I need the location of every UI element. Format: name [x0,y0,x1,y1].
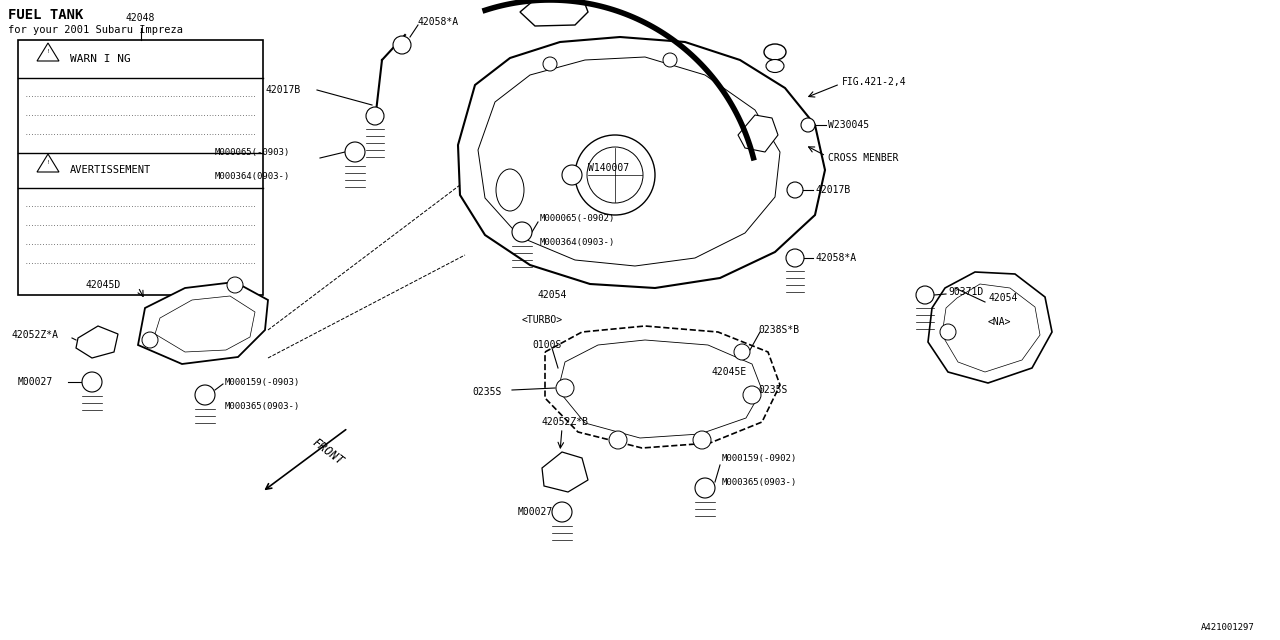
Text: 42058*A: 42058*A [815,253,856,263]
Text: 42052Z*B: 42052Z*B [541,417,589,427]
Circle shape [663,53,677,67]
Circle shape [695,478,716,498]
Polygon shape [545,326,780,448]
Text: 42048: 42048 [125,13,155,23]
Bar [18,40,262,295]
Text: M000159(-0903): M000159(-0903) [225,378,301,387]
Text: !: ! [46,161,50,166]
Text: 42058*A: 42058*A [419,17,460,27]
Text: 42017B: 42017B [815,185,850,195]
Text: 42017B: 42017B [265,85,301,95]
Circle shape [742,386,762,404]
Text: 0235S: 0235S [472,387,502,397]
Polygon shape [37,43,59,61]
Text: M00027: M00027 [518,507,553,517]
Circle shape [733,344,750,360]
Text: M000159(-0902): M000159(-0902) [722,454,797,463]
Circle shape [393,36,411,54]
Circle shape [787,182,803,198]
Polygon shape [458,37,826,288]
Polygon shape [76,326,118,358]
Text: M000365(0903-): M000365(0903-) [225,403,301,412]
Circle shape [82,372,102,392]
Circle shape [940,324,956,340]
Text: M00027: M00027 [18,377,54,387]
Text: 42054: 42054 [988,293,1018,303]
Polygon shape [541,452,588,492]
Text: W230045: W230045 [828,120,869,130]
Circle shape [556,379,573,397]
Text: FUEL TANK: FUEL TANK [8,8,83,22]
Text: CROSS MENBER: CROSS MENBER [828,153,899,163]
Circle shape [552,502,572,522]
Text: M000065(-0903): M000065(-0903) [215,147,291,157]
Circle shape [916,286,934,304]
Text: 42054: 42054 [538,290,567,300]
Ellipse shape [765,60,783,72]
Circle shape [692,431,710,449]
Circle shape [575,135,655,215]
Text: M000364(0903-): M000364(0903-) [540,239,616,248]
Text: 90371D: 90371D [948,287,983,297]
Text: W140007: W140007 [588,163,630,173]
Text: <NA>: <NA> [988,317,1011,327]
Circle shape [562,165,582,185]
Circle shape [588,147,643,203]
Text: 42052Z*A: 42052Z*A [12,330,59,340]
Text: 42045E: 42045E [712,367,748,377]
Text: WARN I NG: WARN I NG [70,54,131,64]
Circle shape [801,118,815,132]
Circle shape [543,57,557,71]
Circle shape [512,222,532,242]
Circle shape [142,332,157,348]
Text: !: ! [46,49,50,54]
Circle shape [227,277,243,293]
Polygon shape [37,154,59,172]
Text: 42045D: 42045D [84,280,120,290]
Polygon shape [520,0,588,26]
Text: A421001297: A421001297 [1201,623,1254,632]
Circle shape [609,431,627,449]
Text: 0235S: 0235S [758,385,787,395]
Text: 0100S: 0100S [532,340,562,350]
Circle shape [786,249,804,267]
Text: M000364(0903-): M000364(0903-) [215,173,291,182]
Ellipse shape [764,44,786,60]
Text: M000065(-0902): M000065(-0902) [540,214,616,223]
Text: AVERTISSEMENT: AVERTISSEMENT [70,165,151,175]
Text: FRONT: FRONT [310,436,346,468]
Circle shape [346,142,365,162]
Polygon shape [928,272,1052,383]
Text: FIG.421-2,4: FIG.421-2,4 [842,77,906,87]
Polygon shape [138,282,268,364]
Text: for your 2001 Subaru Impreza: for your 2001 Subaru Impreza [8,25,183,35]
Polygon shape [739,115,778,152]
Text: 0238S*B: 0238S*B [758,325,799,335]
Text: M000365(0903-): M000365(0903-) [722,479,797,488]
Ellipse shape [495,169,524,211]
Circle shape [366,107,384,125]
Circle shape [195,385,215,405]
Text: <TURBO>: <TURBO> [522,315,563,325]
